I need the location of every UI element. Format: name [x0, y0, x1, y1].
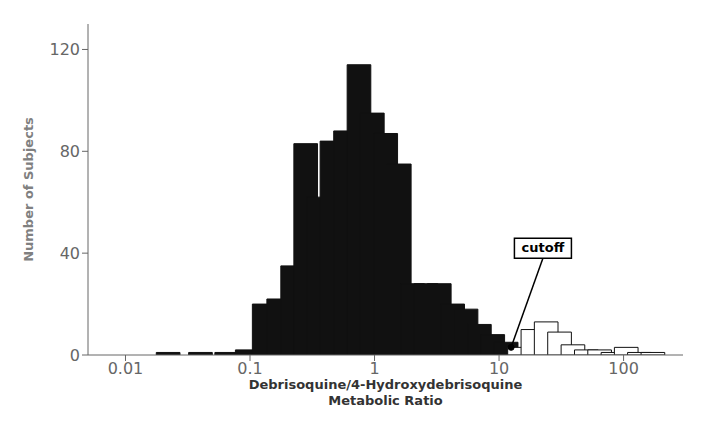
- svg-text:Number of Subjects: Number of Subjects: [21, 117, 36, 262]
- svg-text:0: 0: [70, 346, 80, 365]
- svg-text:0.1: 0.1: [237, 359, 262, 378]
- svg-text:120: 120: [49, 40, 80, 59]
- svg-text:Debrisoquine/4-Hydroxydebrisoq: Debrisoquine/4-HydroxydebrisoquineMetabo…: [249, 377, 523, 408]
- svg-text:80: 80: [60, 142, 80, 161]
- svg-text:100: 100: [608, 359, 639, 378]
- svg-text:0.01: 0.01: [108, 359, 144, 378]
- svg-text:cutoff: cutoff: [522, 240, 565, 255]
- svg-text:10: 10: [489, 359, 509, 378]
- svg-text:1: 1: [369, 359, 379, 378]
- svg-text:40: 40: [60, 244, 80, 263]
